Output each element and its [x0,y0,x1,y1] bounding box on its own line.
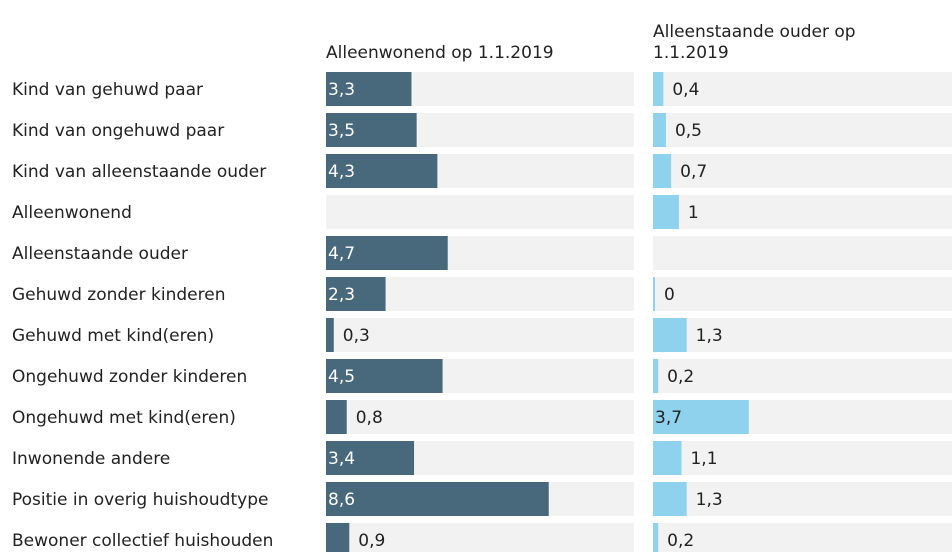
bar [653,523,659,552]
bar-background [653,482,952,516]
bar-background [653,523,952,552]
bar [326,154,438,188]
bar [653,113,666,147]
value-label: 3,7 [655,408,682,428]
category-label: Kind van ongehuwd paar [12,121,224,141]
bar [326,523,350,552]
value-label: 0,2 [667,531,694,551]
bar [326,441,415,475]
value-label: 0,3 [343,326,370,346]
value-label: 4,3 [328,162,355,182]
bar-background [653,72,952,106]
bar [326,482,549,516]
bar [326,72,412,106]
bar [326,113,417,147]
bar-background [326,400,634,434]
value-label: 0,8 [356,408,383,428]
bar [653,277,655,311]
category-label: Positie in overig huishoudtype [12,490,268,510]
category-label: Inwonende andere [12,449,170,469]
category-label: Gehuwd met kind(eren) [12,326,214,346]
category-label: Ongehuwd met kind(eren) [12,408,236,428]
panel-title: Alleenstaande ouder op 1.1.2019 [653,22,856,63]
bar [653,318,687,352]
bar [326,277,386,311]
value-label: 0 [664,285,675,305]
bar-background [326,318,634,352]
bar [326,400,347,434]
bar [653,195,679,229]
category-label: Alleenstaande ouder [12,244,188,264]
value-label: 0,9 [358,531,385,551]
value-label: 0,7 [680,162,707,182]
value-label: 8,6 [328,490,355,510]
value-label: 4,5 [328,367,355,387]
panel-title: Alleenwonend op 1.1.2019 [326,43,554,63]
value-label: 2,3 [328,285,355,305]
value-label: 1 [688,203,699,223]
category-label: Bewoner collectief huishouden [12,531,273,551]
value-label: 3,5 [328,121,355,141]
value-label: 1,1 [690,449,717,469]
category-label: Alleenwonend [12,203,132,223]
bar [653,359,659,393]
bar [653,482,687,516]
bar-background [326,523,634,552]
value-label: 0,4 [672,80,699,100]
bar [326,318,334,352]
value-label: 4,7 [328,244,355,264]
value-label: 3,4 [328,449,355,469]
value-label: 1,3 [696,326,723,346]
value-label: 0,5 [675,121,702,141]
bar-background [653,113,952,147]
value-label: 3,3 [328,80,355,100]
category-label: Ongehuwd zonder kinderen [12,367,247,387]
bar-background [653,359,952,393]
bar-background [653,441,952,475]
bar-background [653,277,952,311]
bar-background [653,236,952,270]
category-label: Gehuwd zonder kinderen [12,285,225,305]
category-label: Kind van alleenstaande ouder [12,162,266,182]
value-label: 0,2 [667,367,694,387]
bar [653,441,682,475]
bar [653,154,672,188]
category-label: Kind van gehuwd paar [12,80,203,100]
value-label: 1,3 [696,490,723,510]
bar [326,359,443,393]
bar [326,236,448,270]
bar-background [653,195,952,229]
bar [653,72,664,106]
bar [653,400,749,434]
bar-background [653,154,952,188]
bar-background [326,195,634,229]
bar-background [653,318,952,352]
